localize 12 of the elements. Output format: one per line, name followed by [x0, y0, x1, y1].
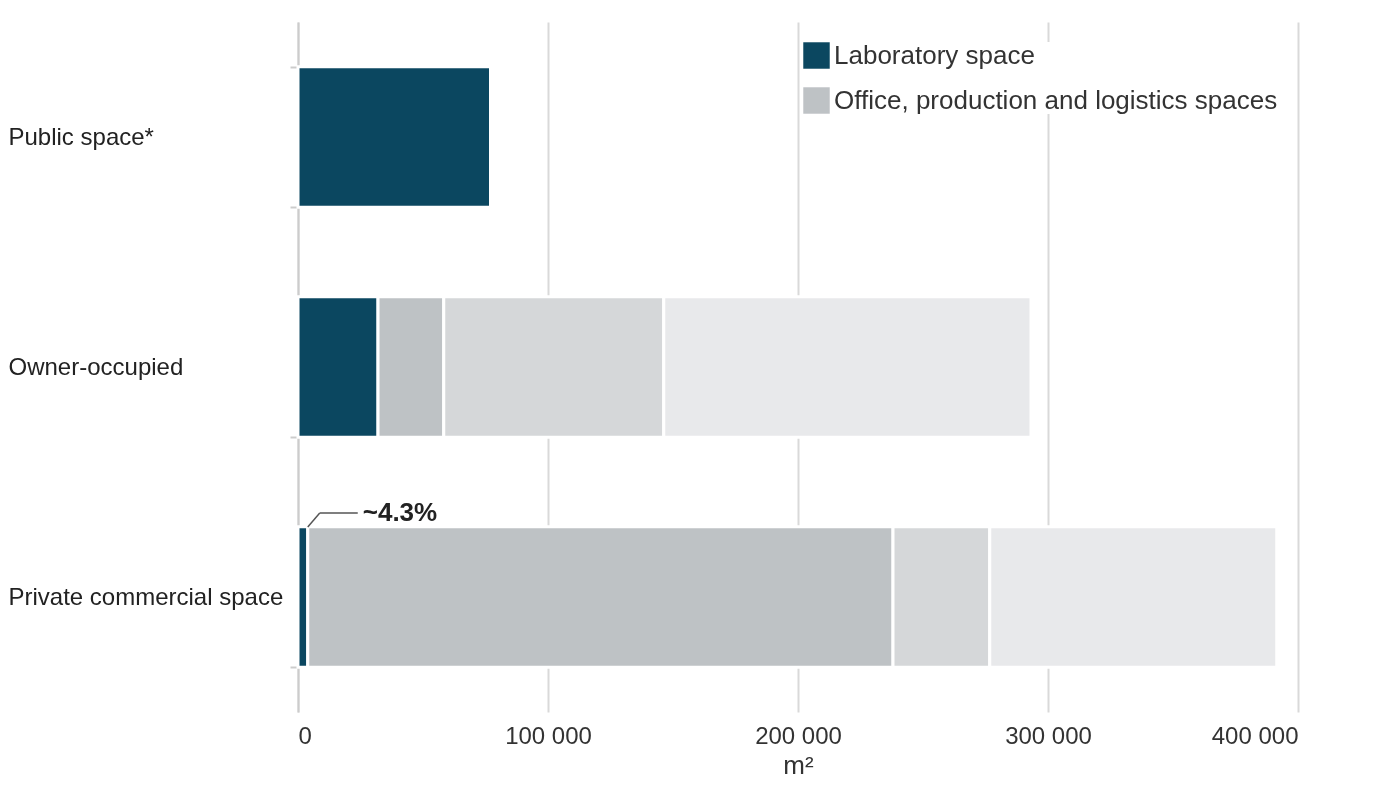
- annotation: ~4.3%: [362, 497, 438, 527]
- y-tick-label: Owner-occupied: [8, 352, 184, 380]
- x-tick-label: 200 000: [755, 721, 842, 749]
- x-tick-label: 300 000: [1005, 721, 1092, 749]
- x-axis-title: m²: [783, 749, 814, 780]
- y-tick-label: Private commercial space: [8, 582, 284, 610]
- x-tick-label: 100 000: [505, 721, 592, 749]
- legend-label: Office, production and logistics spaces: [834, 84, 1278, 115]
- x-tick-label: 400 000: [1211, 721, 1299, 749]
- x-tick-label: 0: [298, 721, 312, 749]
- legend-label: Laboratory space: [834, 39, 1035, 70]
- y-tick-label: Public space*: [8, 122, 154, 150]
